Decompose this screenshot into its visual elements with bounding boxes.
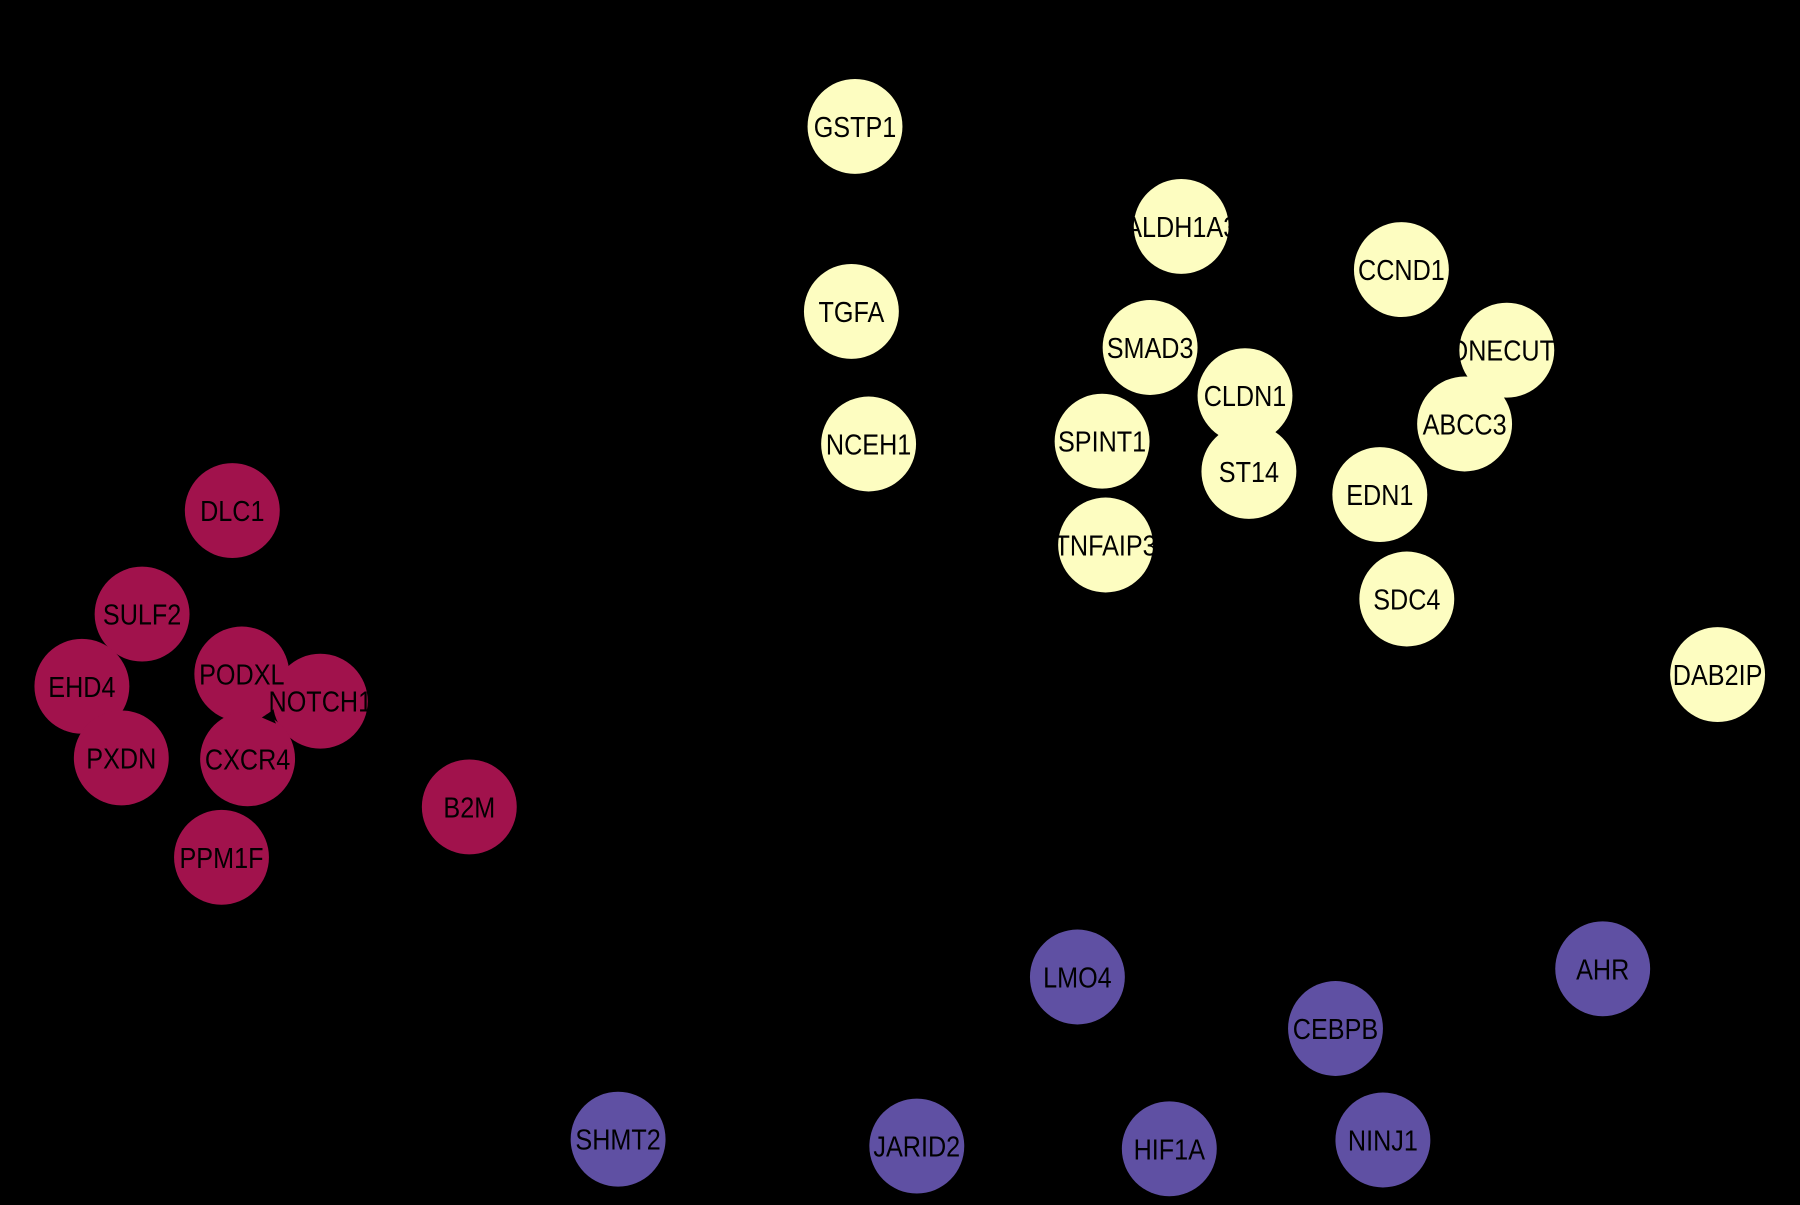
svg-text:EHD4: EHD4 (48, 671, 115, 703)
svg-text:B2M: B2M (443, 792, 495, 824)
svg-text:SULF2: SULF2 (103, 599, 181, 631)
svg-text:NINJ1: NINJ1 (1348, 1125, 1418, 1157)
svg-text:LMO4: LMO4 (1043, 962, 1112, 994)
svg-text:DAB2IP: DAB2IP (1673, 660, 1763, 692)
svg-text:CEBPB: CEBPB (1293, 1013, 1378, 1045)
svg-text:PPM1F: PPM1F (180, 842, 264, 874)
svg-text:CLDN1: CLDN1 (1204, 381, 1287, 413)
svg-text:TNFAIP3: TNFAIP3 (1055, 530, 1157, 562)
svg-text:JARID2: JARID2 (873, 1131, 960, 1163)
svg-text:ST14: ST14 (1219, 456, 1279, 488)
svg-text:CXCR4: CXCR4 (205, 744, 290, 776)
svg-text:SHMT2: SHMT2 (575, 1124, 660, 1156)
svg-text:PXDN: PXDN (86, 743, 156, 775)
svg-text:GSTP1: GSTP1 (814, 111, 897, 143)
svg-text:PODXL: PODXL (199, 659, 284, 691)
svg-text:SPINT1: SPINT1 (1058, 426, 1146, 458)
svg-text:SDC4: SDC4 (1373, 584, 1440, 616)
svg-text:NOTCH1: NOTCH1 (269, 686, 373, 718)
svg-text:AHR: AHR (1576, 954, 1629, 986)
svg-text:CCND1: CCND1 (1358, 255, 1445, 287)
svg-text:SMAD3: SMAD3 (1107, 332, 1194, 364)
svg-text:TGFA: TGFA (819, 296, 885, 328)
svg-text:ONECUT2: ONECUT2 (1449, 335, 1569, 367)
svg-text:ALDH1A3: ALDH1A3 (1125, 211, 1237, 243)
svg-text:ABCC3: ABCC3 (1423, 409, 1507, 441)
svg-text:DLC1: DLC1 (200, 496, 264, 528)
svg-text:HIF1A: HIF1A (1134, 1134, 1205, 1166)
svg-text:EDN1: EDN1 (1346, 480, 1413, 512)
svg-text:NCEH1: NCEH1 (826, 429, 911, 461)
